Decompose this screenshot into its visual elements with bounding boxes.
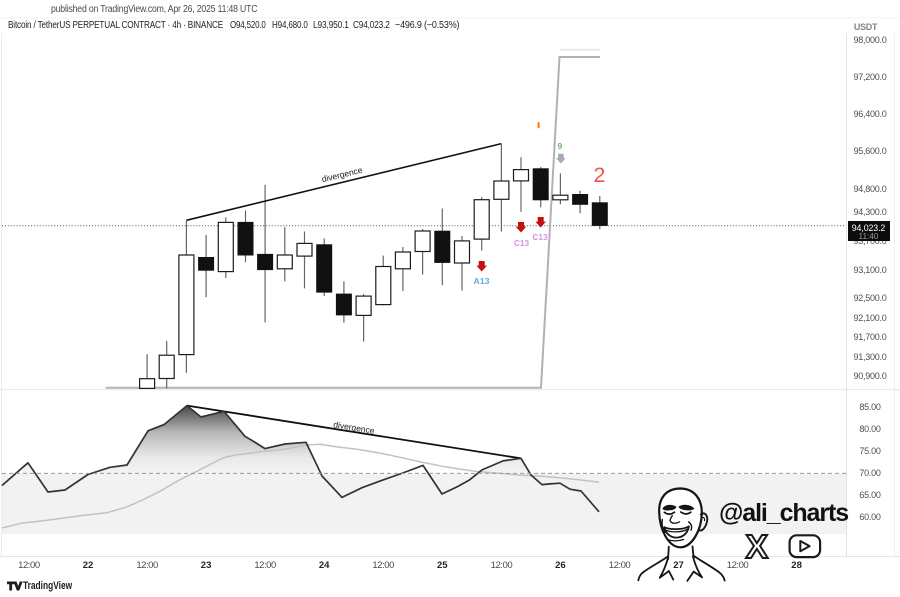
svg-text:divergence: divergence xyxy=(321,165,364,184)
svg-text:X: X xyxy=(746,529,768,566)
svg-text:divergence: divergence xyxy=(333,419,376,435)
